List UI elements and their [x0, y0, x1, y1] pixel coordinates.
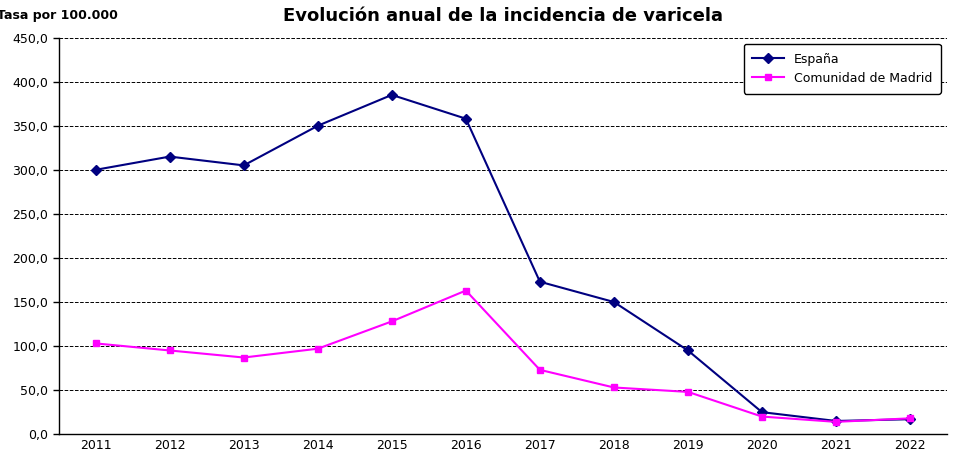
España [681, 348, 693, 353]
Comunidad de Madrid [829, 419, 841, 425]
España [238, 162, 250, 168]
España [164, 154, 175, 159]
Comunidad de Madrid [903, 415, 915, 421]
España [312, 123, 323, 129]
Legend: España, Comunidad de Madrid: España, Comunidad de Madrid [743, 44, 940, 94]
Comunidad de Madrid [164, 348, 175, 353]
Text: Tasa por 100.000: Tasa por 100.000 [0, 9, 117, 22]
España [386, 92, 397, 98]
Comunidad de Madrid [238, 355, 250, 360]
Comunidad de Madrid [386, 319, 397, 324]
Comunidad de Madrid [608, 385, 619, 390]
Comunidad de Madrid [312, 346, 323, 352]
España [90, 167, 101, 173]
España [829, 418, 841, 424]
Comunidad de Madrid [90, 341, 101, 346]
España [756, 409, 767, 415]
España [903, 416, 915, 422]
Line: Comunidad de Madrid: Comunidad de Madrid [92, 287, 913, 425]
España [534, 279, 545, 285]
Line: España: España [92, 91, 913, 425]
España [459, 116, 471, 122]
Comunidad de Madrid [681, 389, 693, 395]
Comunidad de Madrid [534, 367, 545, 373]
Title: Evolución anual de la incidencia de varicela: Evolución anual de la incidencia de vari… [283, 7, 722, 25]
España [608, 299, 619, 305]
Comunidad de Madrid [756, 414, 767, 420]
Comunidad de Madrid [459, 288, 471, 293]
